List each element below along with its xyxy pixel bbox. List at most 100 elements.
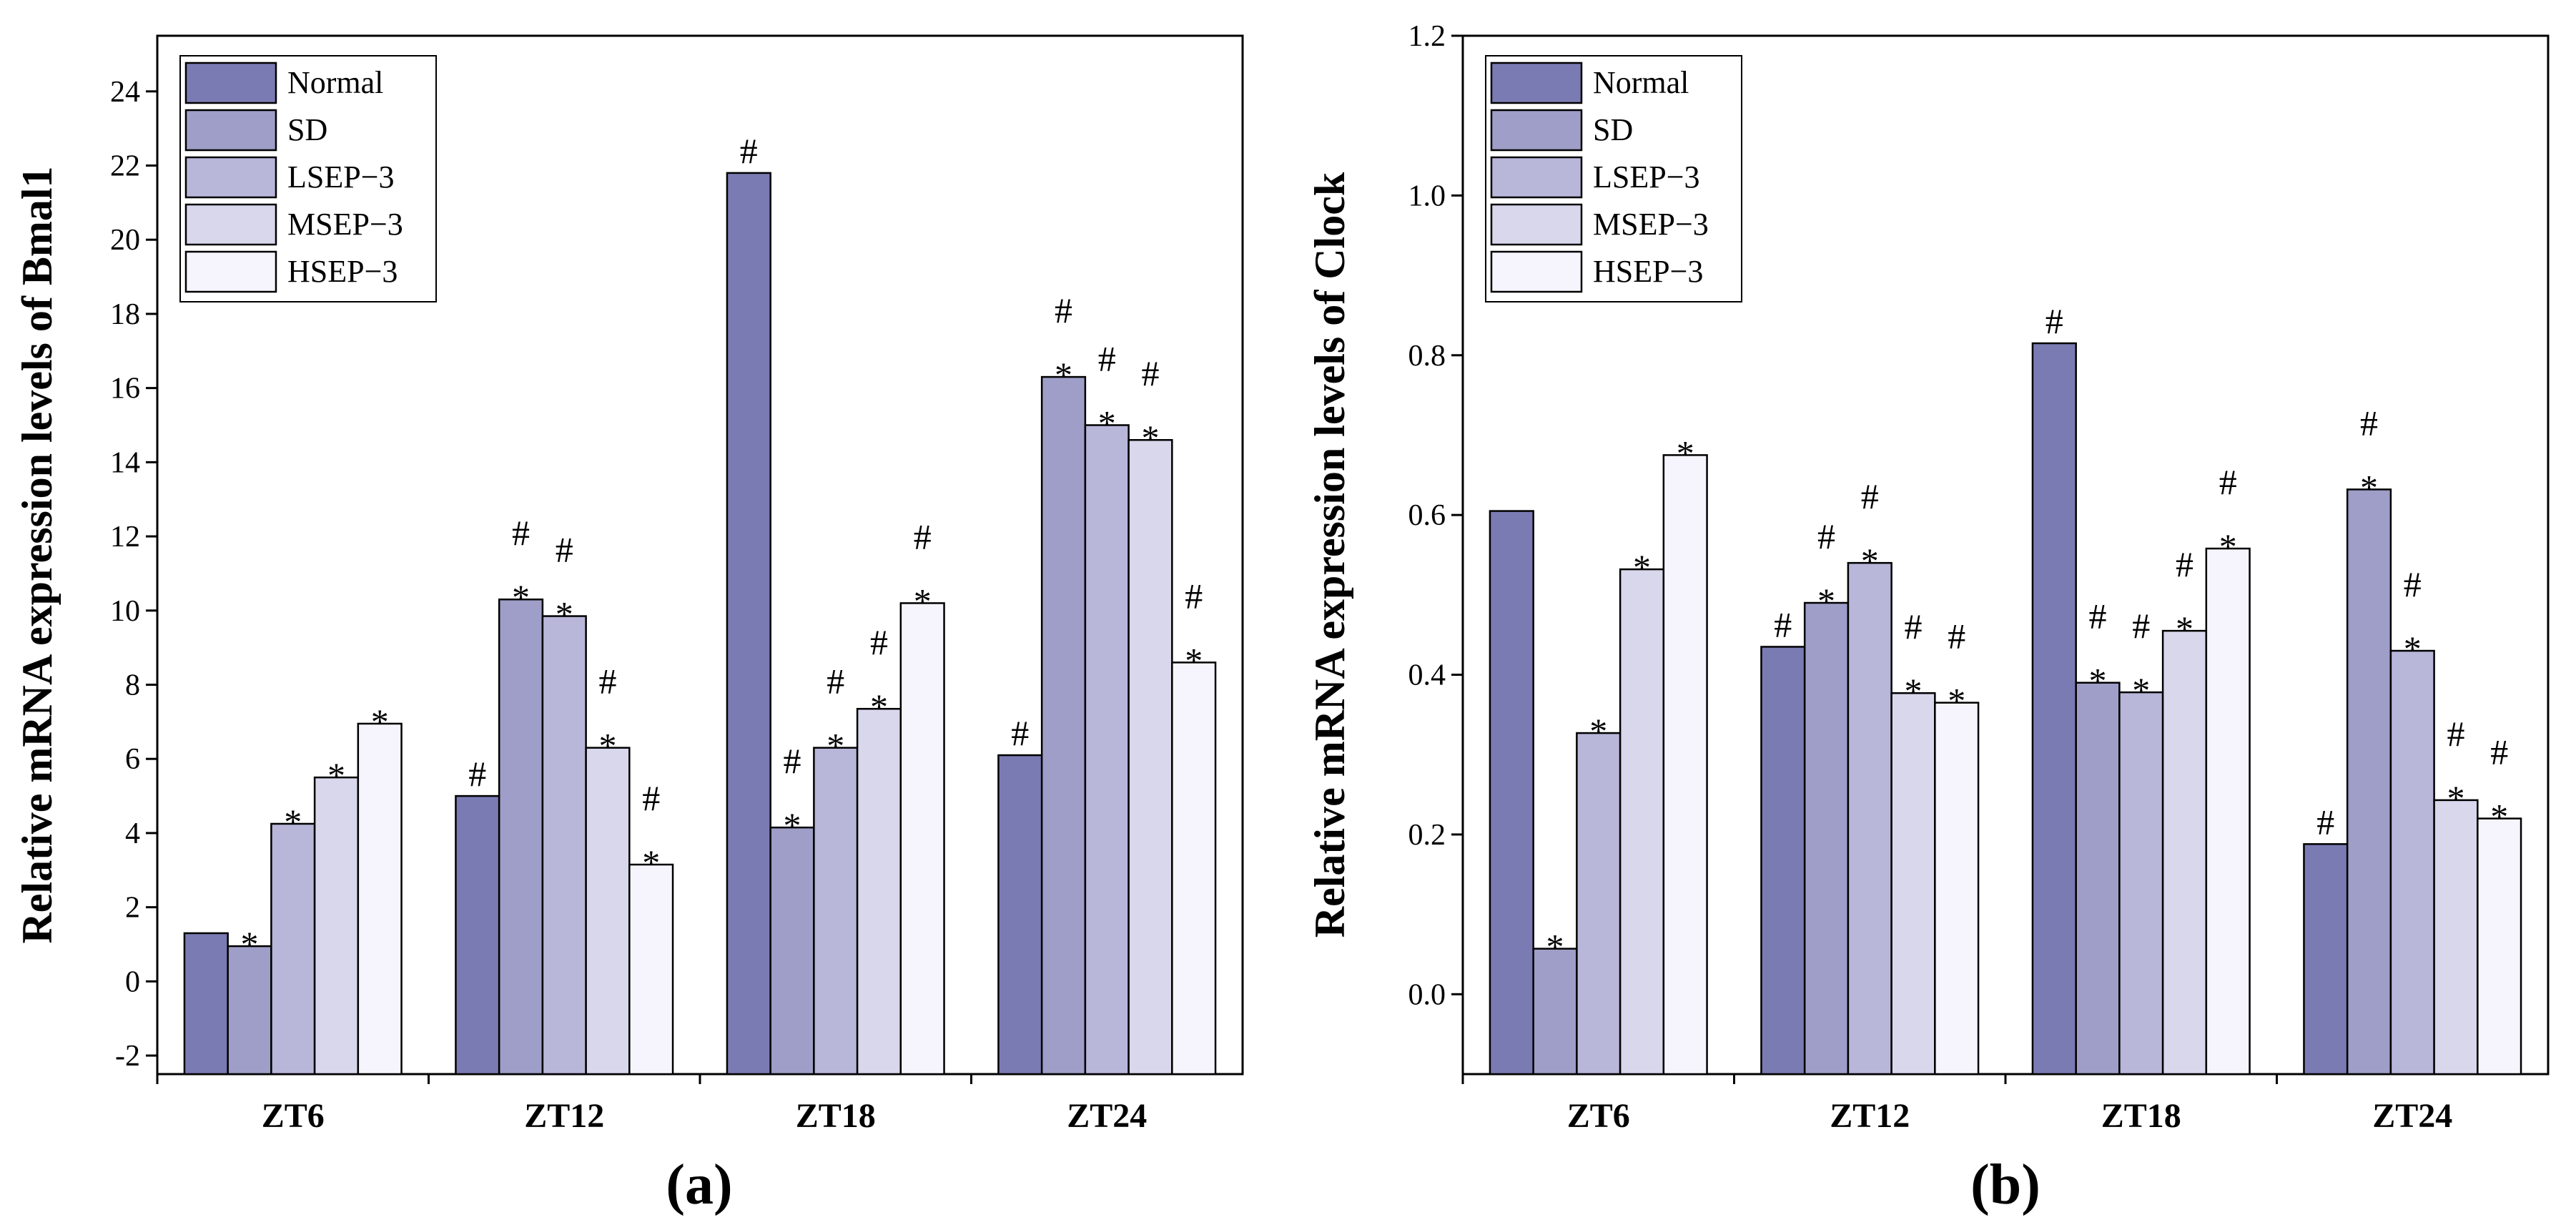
- significance-hash: #: [1817, 516, 1835, 556]
- bar-sd-zt24: [2346, 488, 2392, 1076]
- bar-msep-3-zt24: [2433, 799, 2479, 1076]
- bar-hsep-3-zt24: [2477, 817, 2522, 1076]
- significance-star: *: [1861, 541, 1879, 581]
- significance-star: *: [1589, 711, 1607, 751]
- significance-star: *: [512, 577, 530, 617]
- significance-star: *: [1141, 418, 1159, 458]
- significance-star: *: [598, 726, 616, 766]
- bar-sd-zt24: [1040, 375, 1087, 1076]
- y-tick-label: 0.2: [1408, 819, 1446, 852]
- significance-hash: #: [784, 741, 801, 781]
- legend-label-msep-3: MSEP−3: [287, 207, 403, 242]
- bar-msep-3-zt18: [856, 707, 902, 1076]
- bar-normal-zt6: [1489, 510, 1534, 1076]
- significance-star: *: [2360, 467, 2378, 507]
- y-axis-title: Relative mRNA expression levels of Bmal1: [14, 166, 61, 943]
- y-tick-label: 14: [110, 446, 140, 479]
- bar-lsep-3-zt24: [1084, 424, 1130, 1076]
- x-category-label: ZT12: [524, 1097, 604, 1135]
- significance-star: *: [2404, 629, 2422, 669]
- bar-hsep-3-zt6: [1662, 454, 1708, 1076]
- y-tick-label: 24: [110, 76, 140, 109]
- bar-lsep-3-zt24: [2389, 649, 2435, 1076]
- significance-hash: #: [826, 661, 844, 702]
- significance-star: *: [284, 802, 302, 842]
- significance-star: *: [1546, 927, 1564, 967]
- legend-label-sd: SD: [1593, 112, 1633, 147]
- bar-msep-3-zt6: [313, 776, 360, 1076]
- chart-panel-a: -2024681012141618202224****ZT6##*#*#*#*Z…: [14, 34, 1244, 1216]
- y-tick-label: 12: [110, 521, 140, 554]
- legend-swatch-hsep-3: [1490, 250, 1583, 293]
- bar-sd-zt12: [1803, 601, 1850, 1076]
- legend-swatch-sd: [184, 109, 277, 152]
- legend-label-normal: Normal: [1593, 65, 1689, 100]
- significance-hash: #: [2316, 802, 2334, 842]
- significance-hash: #: [2132, 606, 2150, 646]
- significance-star: *: [1677, 433, 1694, 473]
- significance-hash: #: [468, 754, 486, 794]
- significance-hash: #: [2447, 714, 2464, 754]
- chart-panel-b: 0.0 0.2 0.4 0.6 0.8 1.0 1.2 * * * * ZT6 # # * # * # * # * ZT1…: [1306, 20, 2550, 1216]
- x-category-label: ZT18: [2101, 1097, 2181, 1135]
- significance-star: *: [1904, 671, 1922, 711]
- legend-label-hsep-3: HSEP−3: [1593, 254, 1703, 289]
- significance-hash: #: [1948, 616, 1965, 656]
- bar-hsep-3-zt24: [1171, 661, 1217, 1076]
- bar-msep-3-zt12: [1890, 692, 1936, 1076]
- bar-sd-zt6: [1532, 948, 1578, 1076]
- significance-hash: #: [740, 131, 758, 171]
- legend: Normal SD LSEP−3 MSEP−3 HSEP−3: [1485, 55, 1742, 302]
- bar-msep-3-zt12: [585, 747, 631, 1076]
- significance-star: *: [642, 842, 660, 882]
- bar-lsep-3-zt12: [541, 615, 587, 1076]
- significance-star: *: [1817, 581, 1835, 621]
- significance-star: *: [1185, 640, 1203, 680]
- legend-swatch-normal: [184, 62, 277, 104]
- panel-label: (a): [666, 1153, 732, 1216]
- y-tick-label: 0.6: [1408, 499, 1446, 532]
- y-tick-label: 8: [125, 669, 140, 702]
- significance-hash: #: [2176, 544, 2193, 584]
- bar-normal-zt18: [726, 172, 771, 1076]
- bar-hsep-3-zt18: [899, 602, 945, 1076]
- legend-label-normal: Normal: [287, 65, 383, 100]
- y-tick-label: -2: [115, 1040, 140, 1073]
- y-tick-label: 16: [110, 373, 140, 405]
- x-category-label: ZT18: [796, 1097, 876, 1135]
- significance-star: *: [2089, 661, 2107, 701]
- y-tick-label: 4: [125, 817, 140, 850]
- significance-star: *: [1633, 547, 1651, 587]
- significance-hash: #: [870, 622, 888, 662]
- bar-normal-zt24: [997, 754, 1043, 1076]
- legend-label-lsep-3: LSEP−3: [1593, 159, 1700, 195]
- significance-star: *: [241, 924, 259, 964]
- significance-hash: #: [642, 778, 660, 818]
- x-category-label: ZT24: [2372, 1097, 2452, 1135]
- x-category-label: ZT6: [1567, 1097, 1630, 1135]
- bar-msep-3-zt18: [2161, 629, 2208, 1076]
- bar-sd-zt18: [2075, 682, 2121, 1076]
- y-tick-label: 2: [125, 892, 140, 925]
- y-tick-label: 0: [125, 965, 140, 998]
- bar-msep-3-zt6: [1619, 568, 1665, 1076]
- significance-hash: #: [1774, 604, 1792, 644]
- significance-star: *: [2132, 670, 2150, 710]
- y-tick-label: 0.4: [1408, 659, 1446, 692]
- y-tick-label: 0.8: [1408, 340, 1446, 373]
- bar-lsep-3-zt6: [270, 822, 316, 1076]
- significance-hash: #: [2404, 564, 2422, 604]
- bar-lsep-3-zt18: [2118, 691, 2164, 1076]
- y-tick-label: 22: [110, 150, 140, 183]
- significance-hash: #: [512, 513, 530, 553]
- legend-swatch-lsep-3: [184, 156, 277, 199]
- y-tick-label: 20: [110, 224, 140, 257]
- legend-label-sd: SD: [287, 112, 327, 147]
- significance-star: *: [784, 805, 801, 845]
- significance-star: *: [327, 755, 345, 795]
- bar-sd-zt6: [227, 945, 272, 1076]
- legend-label-hsep-3: HSEP−3: [287, 254, 398, 289]
- legend-label-msep-3: MSEP−3: [1593, 207, 1709, 242]
- significance-star: *: [826, 726, 844, 766]
- x-category-label: ZT24: [1067, 1097, 1147, 1135]
